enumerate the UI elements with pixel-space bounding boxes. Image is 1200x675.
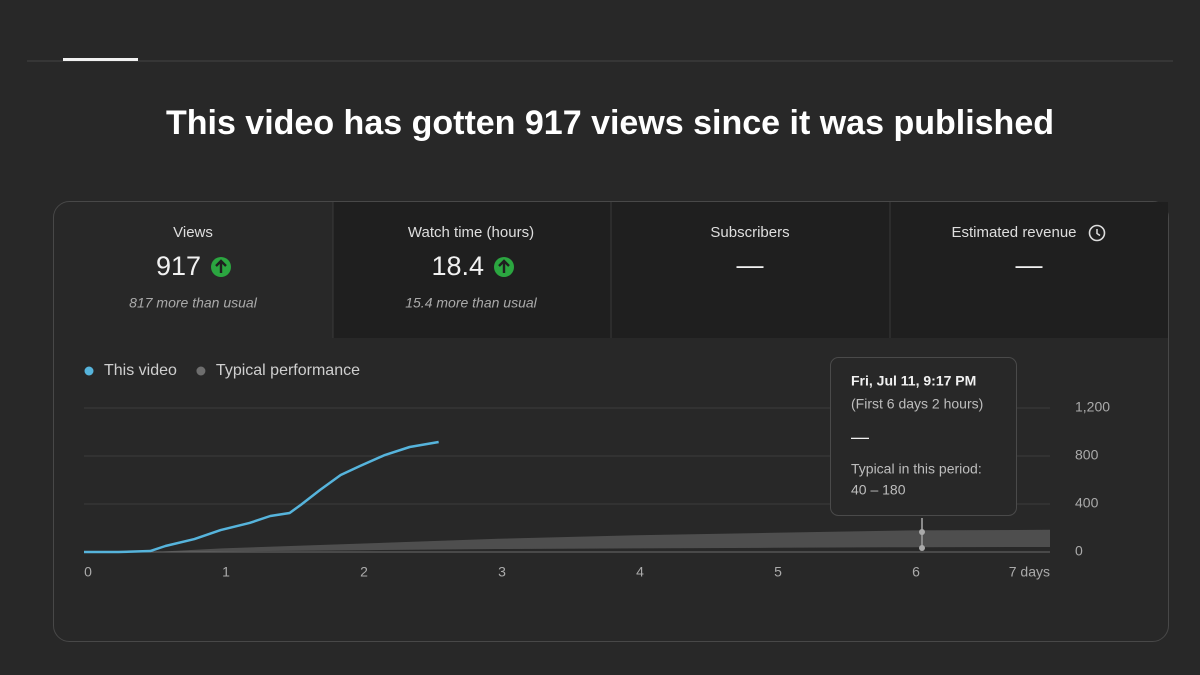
legend-dot bbox=[196, 366, 206, 376]
x-tick-label: 4 bbox=[636, 564, 644, 580]
hover-dot bbox=[919, 529, 925, 535]
hover-dot bbox=[919, 545, 925, 551]
legend-label: Typical performance bbox=[216, 362, 360, 379]
y-tick-label: 1,200 bbox=[1075, 399, 1110, 415]
card-label[interactable]: Subscribers bbox=[710, 224, 789, 241]
x-tick-label: 6 bbox=[912, 564, 920, 580]
x-tick-label: 7 days bbox=[1009, 564, 1050, 580]
headline: This video has gotten 917 views since it… bbox=[166, 104, 1054, 142]
card-label[interactable]: Watch time (hours) bbox=[408, 224, 534, 241]
up-icon bbox=[494, 257, 514, 277]
x-tick-label: 5 bbox=[774, 564, 782, 580]
card-note: 817 more than usual bbox=[129, 295, 258, 311]
legend-label: This video bbox=[104, 362, 177, 379]
x-tick-label: 3 bbox=[498, 564, 506, 580]
card-value: 917 bbox=[156, 251, 201, 281]
x-tick-label: 2 bbox=[360, 564, 368, 580]
tooltip-typical-range: 40 – 180 bbox=[851, 482, 906, 498]
x-tick-label: 0 bbox=[84, 564, 92, 580]
tooltip-period: (First 6 days 2 hours) bbox=[851, 396, 983, 412]
up-icon bbox=[211, 257, 231, 277]
y-tick-label: 0 bbox=[1075, 543, 1083, 559]
card-bg bbox=[1152, 202, 1168, 338]
legend-dot bbox=[84, 366, 94, 376]
chart: 0 400 800 1,200 0 1 2 3 4 5 6 7 days This video Typic… bbox=[84, 362, 1110, 580]
tooltip-date: Fri, Jul 11, 9:17 PM bbox=[851, 373, 976, 389]
x-tick-label: 1 bbox=[222, 564, 230, 580]
clock-icon[interactable] bbox=[1088, 224, 1106, 242]
card-note: 15.4 more than usual bbox=[405, 295, 537, 311]
tooltip-value: — bbox=[851, 427, 869, 447]
card-value: 18.4 bbox=[431, 251, 484, 281]
y-tick-label: 400 bbox=[1075, 495, 1099, 511]
y-tick-label: 800 bbox=[1075, 447, 1099, 463]
card-value: — bbox=[737, 250, 764, 280]
card-bg bbox=[333, 202, 1168, 338]
tooltip-typical-label: Typical in this period: bbox=[851, 461, 982, 477]
typical-band bbox=[84, 529, 1050, 552]
card-label[interactable]: Views bbox=[173, 224, 213, 241]
tooltip bbox=[830, 357, 1017, 516]
card-label[interactable]: Estimated revenue bbox=[951, 224, 1076, 241]
series-line bbox=[84, 440, 439, 554]
card-value: — bbox=[1016, 250, 1043, 280]
